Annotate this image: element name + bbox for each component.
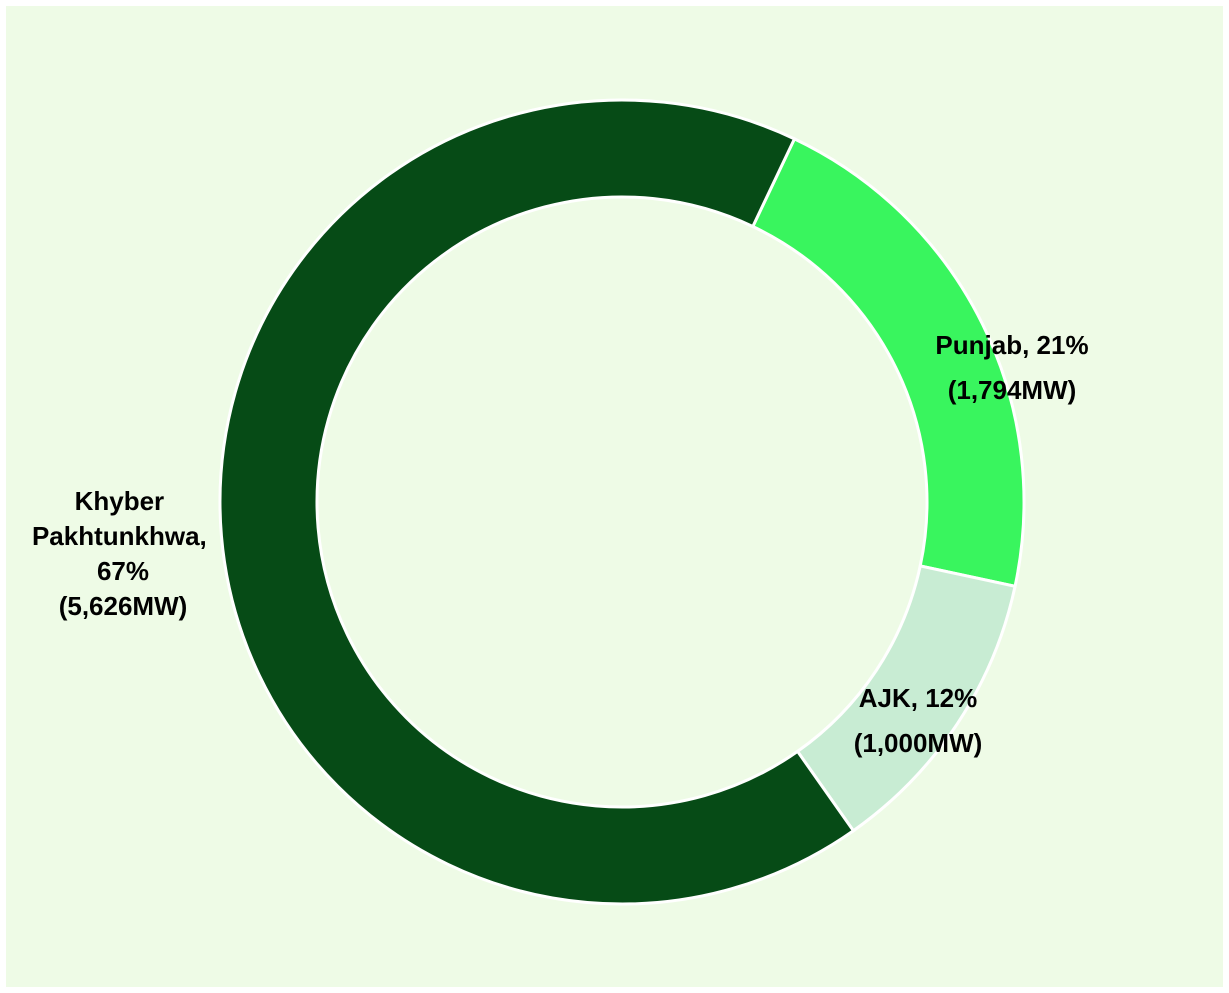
slice-label: Khyber Pakhtunkhwa, 67% [32, 486, 214, 586]
donut-slice [218, 98, 856, 906]
value-label: (1,000MW) [854, 728, 983, 758]
value-label: (1,794MW) [948, 375, 1077, 405]
value-label: (5,626MW) [59, 591, 188, 621]
slice-label: AJK, 12% [859, 683, 978, 713]
slice-label: Punjab, 21% [935, 330, 1088, 360]
